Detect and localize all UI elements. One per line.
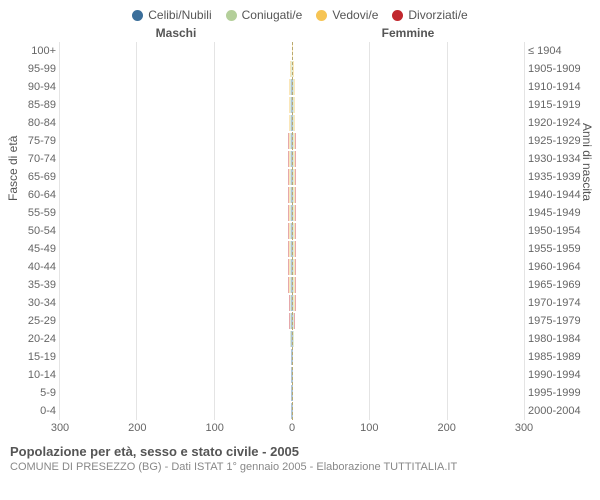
legend-item: Vedovi/e xyxy=(316,8,378,22)
birth-tick: 1975-1979 xyxy=(528,315,581,327)
bars-zone xyxy=(60,42,524,420)
birth-tick: 1920-1924 xyxy=(528,117,581,129)
age-tick: 80-84 xyxy=(28,117,56,129)
bar-segment xyxy=(294,115,295,131)
birth-tick: 1935-1939 xyxy=(528,171,581,183)
age-tick: 35-39 xyxy=(28,279,56,291)
x-axis: 0100100200200300300 xyxy=(60,420,524,438)
population-pyramid-chart: Celibi/Nubili Coniugati/e Vedovi/e Divorzia… xyxy=(0,0,600,500)
birth-tick: 1970-1974 xyxy=(528,297,581,309)
age-tick: 70-74 xyxy=(28,153,56,165)
bar-segment xyxy=(295,205,296,221)
x-tick: 200 xyxy=(128,422,146,434)
bar-segment xyxy=(293,61,294,77)
chart-subtitle: COMUNE DI PRESEZZO (BG) - Dati ISTAT 1° … xyxy=(10,461,590,473)
grid-line xyxy=(136,42,137,420)
bar-segment xyxy=(295,295,296,311)
birth-tick: 1960-1964 xyxy=(528,261,581,273)
x-tick: 300 xyxy=(51,422,69,434)
age-tick: 95-99 xyxy=(28,63,56,75)
birth-tick: ≤ 1904 xyxy=(528,45,562,57)
legend-item: Divorziati/e xyxy=(392,8,467,22)
plot-area: Fasce di età 0-45-910-1415-1920-2425-293… xyxy=(8,42,592,420)
males-half xyxy=(60,42,292,420)
legend-swatch xyxy=(132,10,143,21)
bar-segment xyxy=(295,151,296,167)
birth-tick: 1930-1934 xyxy=(528,153,581,165)
age-tick: 90-94 xyxy=(28,81,56,93)
age-tick: 50-54 xyxy=(28,225,56,237)
x-tick: 100 xyxy=(360,422,378,434)
birth-tick: 1910-1914 xyxy=(528,81,581,93)
legend-label: Coniugati/e xyxy=(242,8,303,22)
header-females: Femmine xyxy=(292,26,524,40)
birth-tick: 1990-1994 xyxy=(528,369,581,381)
birth-tick: 1945-1949 xyxy=(528,207,581,219)
females-half xyxy=(292,42,524,420)
age-tick: 100+ xyxy=(31,45,56,57)
legend-item: Celibi/Nubili xyxy=(132,8,211,22)
age-tick: 5-9 xyxy=(40,387,56,399)
birth-tick: 1995-1999 xyxy=(528,387,581,399)
legend-swatch xyxy=(226,10,237,21)
bar-segment xyxy=(295,259,296,275)
legend-swatch xyxy=(316,10,327,21)
x-tick: 0 xyxy=(289,422,295,434)
birth-tick: 1965-1969 xyxy=(528,279,581,291)
bar-segment xyxy=(295,241,296,257)
center-line xyxy=(292,42,293,420)
chart-footer: Popolazione per età, sesso e stato civil… xyxy=(8,444,592,473)
y-axis-right-title: Anni di nascita xyxy=(580,123,594,201)
bar-segment xyxy=(295,169,296,185)
birth-tick: 1905-1909 xyxy=(528,63,581,75)
bar-segment xyxy=(295,187,296,203)
age-tick: 25-29 xyxy=(28,315,56,327)
birth-tick: 1915-1919 xyxy=(528,99,581,111)
age-tick: 75-79 xyxy=(28,135,56,147)
grid-line xyxy=(369,42,370,420)
header-males: Maschi xyxy=(60,26,292,40)
bar-segment xyxy=(295,133,296,149)
birth-tick: 2000-2004 xyxy=(528,405,581,417)
legend-label: Divorziati/e xyxy=(408,8,467,22)
x-tick: 300 xyxy=(515,422,533,434)
age-tick: 0-4 xyxy=(40,405,56,417)
grid-line xyxy=(214,42,215,420)
age-tick: 55-59 xyxy=(28,207,56,219)
legend-label: Vedovi/e xyxy=(332,8,378,22)
grid-line xyxy=(447,42,448,420)
legend-item: Coniugati/e xyxy=(226,8,303,22)
y-axis-age: 0-4 5-9 10-14 15-19 20-24 25-29 30-34 35-39 40-4… xyxy=(8,42,60,420)
age-tick: 15-19 xyxy=(28,351,56,363)
bar-segment xyxy=(294,79,295,95)
age-tick: 40-44 xyxy=(28,261,56,273)
bar-segment xyxy=(295,277,296,293)
age-tick: 85-89 xyxy=(28,99,56,111)
bar-segment xyxy=(294,313,295,329)
birth-tick: 1925-1929 xyxy=(528,135,581,147)
birth-tick: 1940-1944 xyxy=(528,189,581,201)
grid-line xyxy=(59,42,60,420)
legend: Celibi/Nubili Coniugati/e Vedovi/e Divorzia… xyxy=(8,8,592,22)
bar-segment xyxy=(295,223,296,239)
legend-label: Celibi/Nubili xyxy=(148,8,211,22)
birth-tick: 1950-1954 xyxy=(528,225,581,237)
x-tick: 100 xyxy=(205,422,223,434)
age-tick: 30-34 xyxy=(28,297,56,309)
age-tick: 10-14 xyxy=(28,369,56,381)
age-tick: 45-49 xyxy=(28,243,56,255)
bar-segment xyxy=(294,97,295,113)
birth-tick: 1985-1989 xyxy=(528,351,581,363)
age-tick: 60-64 xyxy=(28,189,56,201)
legend-swatch xyxy=(392,10,403,21)
column-headers: Maschi Femmine xyxy=(8,26,592,40)
x-tick: 200 xyxy=(437,422,455,434)
birth-tick: 1955-1959 xyxy=(528,243,581,255)
y-axis-birth: 2000-2004 1995-1999 1990-1994 1985-1989 1980… xyxy=(524,42,592,420)
age-tick: 65-69 xyxy=(28,171,56,183)
age-tick: 20-24 xyxy=(28,333,56,345)
birth-tick: 1980-1984 xyxy=(528,333,581,345)
chart-title: Popolazione per età, sesso e stato civil… xyxy=(10,444,590,459)
bar-segment xyxy=(293,331,294,347)
